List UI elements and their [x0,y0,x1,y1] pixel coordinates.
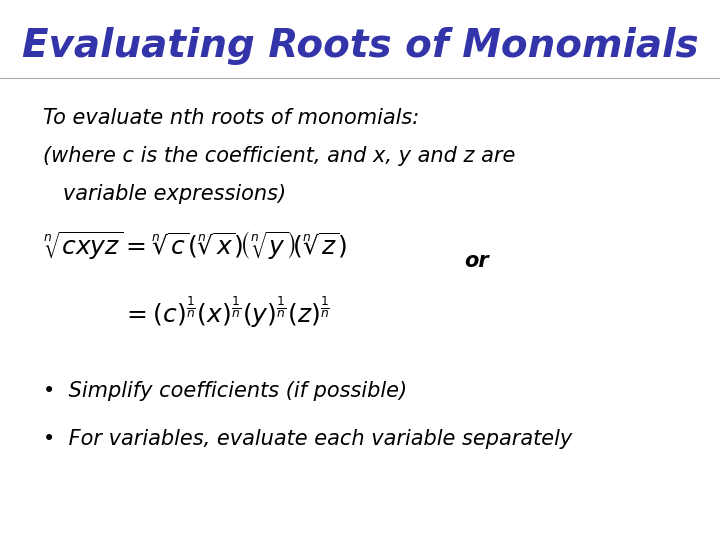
Text: •  For variables, evaluate each variable separately: • For variables, evaluate each variable … [43,429,572,449]
Text: $= (c)^{\frac{1}{n}}(x)^{\frac{1}{n}}(y)^{\frac{1}{n}}(z)^{\frac{1}{n}}$: $= (c)^{\frac{1}{n}}(x)^{\frac{1}{n}}(y)… [122,294,330,330]
Text: $\sqrt[n]{cxyz} = \sqrt[n]{c}\left(\sqrt[n]{x}\right)\!\left(\sqrt[n]{y}\right)\: $\sqrt[n]{cxyz} = \sqrt[n]{c}\left(\sqrt… [43,230,348,262]
Text: •  Simplify coefficients (if possible): • Simplify coefficients (if possible) [43,381,408,401]
Text: Evaluating Roots of Monomials: Evaluating Roots of Monomials [22,27,698,65]
Text: or: or [464,251,489,271]
Text: To evaluate nth roots of monomials:: To evaluate nth roots of monomials: [43,108,420,128]
Text: (where c is the coefficient, and x, y and z are: (where c is the coefficient, and x, y an… [43,146,516,166]
Text: variable expressions): variable expressions) [43,184,287,204]
